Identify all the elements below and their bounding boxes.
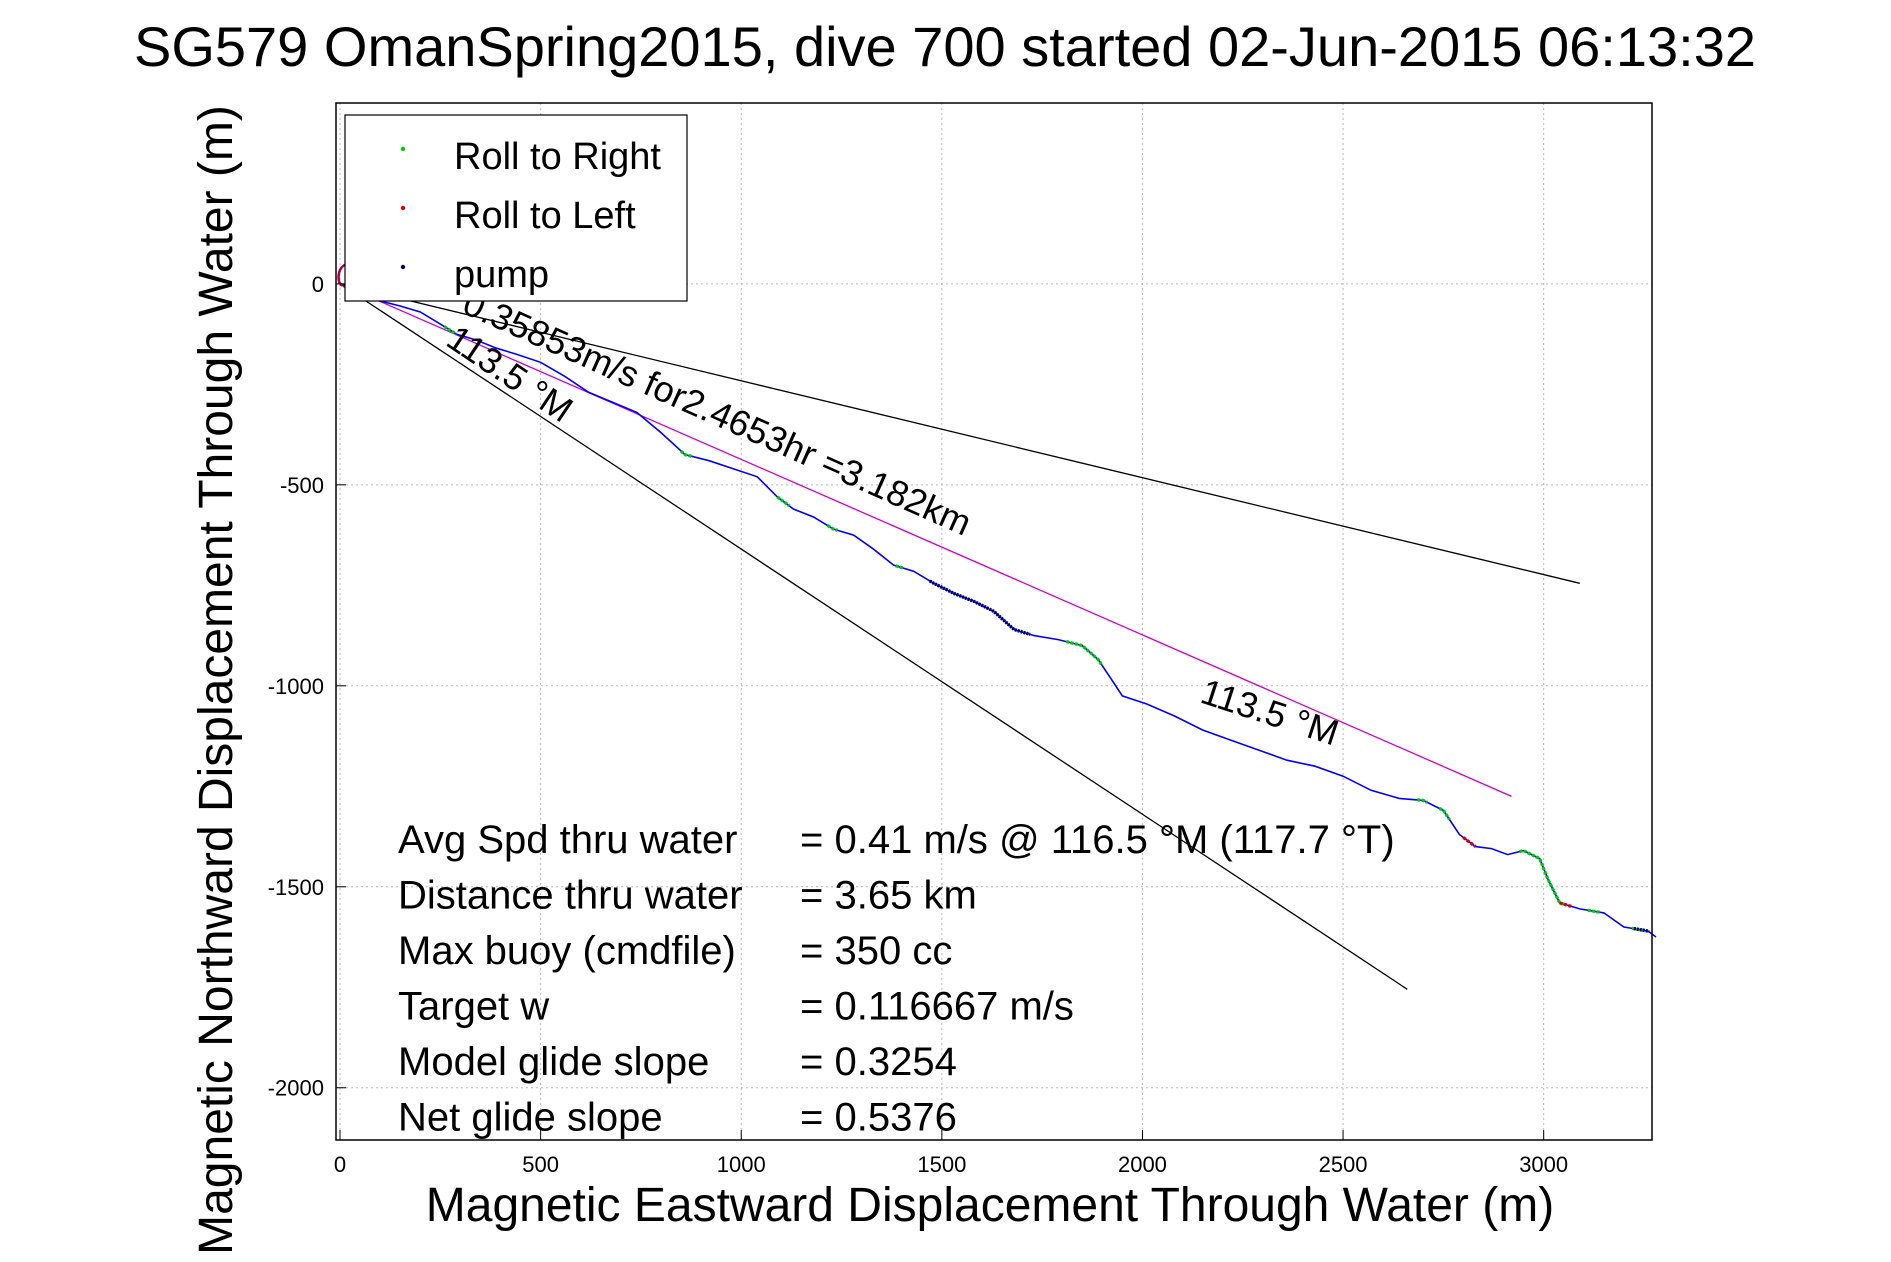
y-tick-label: -1500 [268, 875, 324, 900]
x-tick-label: 2500 [1319, 1152, 1368, 1177]
stat-value: = 3.65 km [800, 874, 977, 918]
roll-right-segment [895, 564, 905, 570]
heading-line-lower [339, 283, 1408, 990]
legend-marker [400, 205, 406, 211]
y-tick-label: -2000 [268, 1076, 324, 1101]
grid [336, 103, 1652, 1140]
legend-marker [400, 146, 406, 152]
pump-segment [928, 579, 1031, 637]
pump-segment [1633, 926, 1650, 933]
legend-label: pump [454, 254, 549, 296]
heading-line-mid [339, 283, 1512, 797]
y-tick-label: -1000 [268, 674, 324, 699]
legend: Roll to Right Roll to Left pump [344, 114, 688, 302]
x-tick-label: 500 [522, 1152, 559, 1177]
x-tick-label: 2000 [1118, 1152, 1167, 1177]
y-tick-label: 0 [312, 272, 324, 297]
stat-label: Avg Spd thru water [398, 818, 737, 862]
stat-value: = 350 cc [800, 929, 952, 973]
stat-label: Model glide slope [398, 1040, 709, 1084]
stat-label: Distance thru water [398, 874, 743, 918]
stat-label: Target w [398, 985, 549, 1029]
x-tick-label: 3000 [1519, 1152, 1568, 1177]
x-axis-label: Magnetic Eastward Displacement Through W… [426, 1179, 1554, 1232]
axes-frame [335, 102, 1653, 1141]
x-axis-ticks: 0 500 1000 1500 2000 2500 3000 [334, 1130, 1568, 1177]
legend-marker [400, 264, 406, 270]
stat-value: = 0.3254 [800, 1040, 957, 1084]
roll-right-segment [443, 325, 458, 336]
stat-value: = 0.5376 [800, 1096, 957, 1140]
roll-right-segment [826, 524, 838, 532]
stat-label: Net glide slope [398, 1096, 663, 1140]
roll-right-segment [679, 449, 694, 459]
legend-label: Roll to Left [454, 195, 636, 237]
roll-right-segment [1417, 798, 1429, 804]
roll-right-segment [1519, 848, 1565, 906]
y-tick-label: -500 [280, 473, 324, 498]
x-tick-label: 1500 [917, 1152, 966, 1177]
roll-right-segment [1587, 908, 1601, 914]
roll-left-segment [1462, 836, 1477, 848]
stat-value: = 0.116667 m/s [800, 985, 1074, 1029]
stats-block: Avg Spd thru water = 0.41 m/s @ 116.5 °M … [398, 818, 1395, 1140]
stat-value: = 0.41 m/s @ 116.5 °M (117.7 °T) [800, 818, 1395, 862]
x-tick-label: 0 [334, 1152, 346, 1177]
roll-left-segment [1559, 901, 1573, 909]
heading-lines [339, 283, 1580, 990]
roll-right-segment [1065, 640, 1104, 667]
x-tick-label: 1000 [717, 1152, 766, 1177]
legend-label: Roll to Right [454, 136, 661, 178]
chart-title: SG579 OmanSpring2015, dive 700 started 0… [134, 15, 1756, 78]
heading-line-upper [339, 283, 1580, 584]
roll-right-segment [776, 495, 791, 508]
stat-label: Max buoy (cmdfile) [398, 929, 736, 973]
y-axis-ticks: 0 -500 -1000 -1500 -2000 [268, 272, 346, 1101]
roll-right-segment [1438, 806, 1451, 821]
y-axis-label: Magnetic Northward Displacement Through … [190, 105, 243, 1255]
